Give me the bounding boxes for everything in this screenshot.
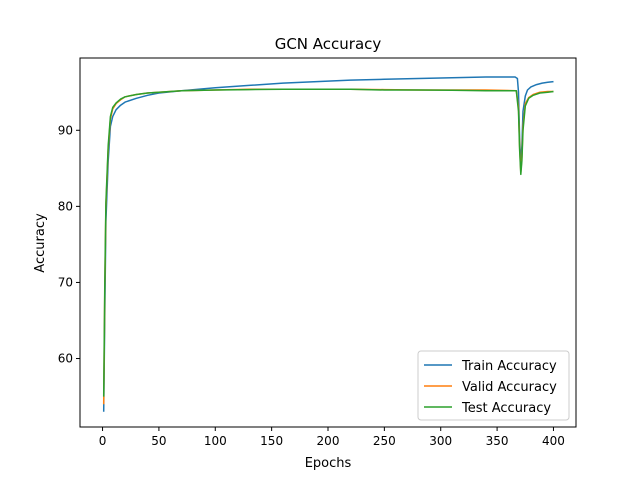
x-tick-label: 200 [317,434,340,448]
x-tick-label: 400 [542,434,565,448]
legend-label-test-accuracy: Test Accuracy [461,401,551,416]
chart-title: GCN Accuracy [275,35,382,53]
legend: Train Accuracy Valid Accuracy Test Accurac… [417,350,570,421]
series-line-train-accuracy [102,76,554,412]
y-tick-label: 80 [58,199,73,213]
x-tick-label: 250 [373,434,396,448]
x-tick-label: 150 [260,434,283,448]
x-tick-label: 50 [151,434,166,448]
y-tick-label: 70 [58,275,73,289]
x-axis-label: Epochs [305,456,352,471]
x-tick-label: 100 [204,434,227,448]
y-axis: 60 70 80 90 [58,123,80,366]
x-tick-label: 0 [99,434,107,448]
y-tick-label: 60 [58,352,73,366]
series-line-test-accuracy [102,88,554,397]
x-tick-label: 350 [486,434,509,448]
y-tick-label: 90 [58,123,73,137]
x-tick-label: 300 [429,434,452,448]
legend-label-train-accuracy: Train Accuracy [461,359,557,374]
legend-box [417,350,570,421]
legend-label-valid-accuracy: Valid Accuracy [462,380,557,395]
series-lines [102,76,554,412]
x-axis: 0 50 100 150 200 250 300 350 400 [99,427,565,448]
y-axis-label: Accuracy [33,213,48,273]
